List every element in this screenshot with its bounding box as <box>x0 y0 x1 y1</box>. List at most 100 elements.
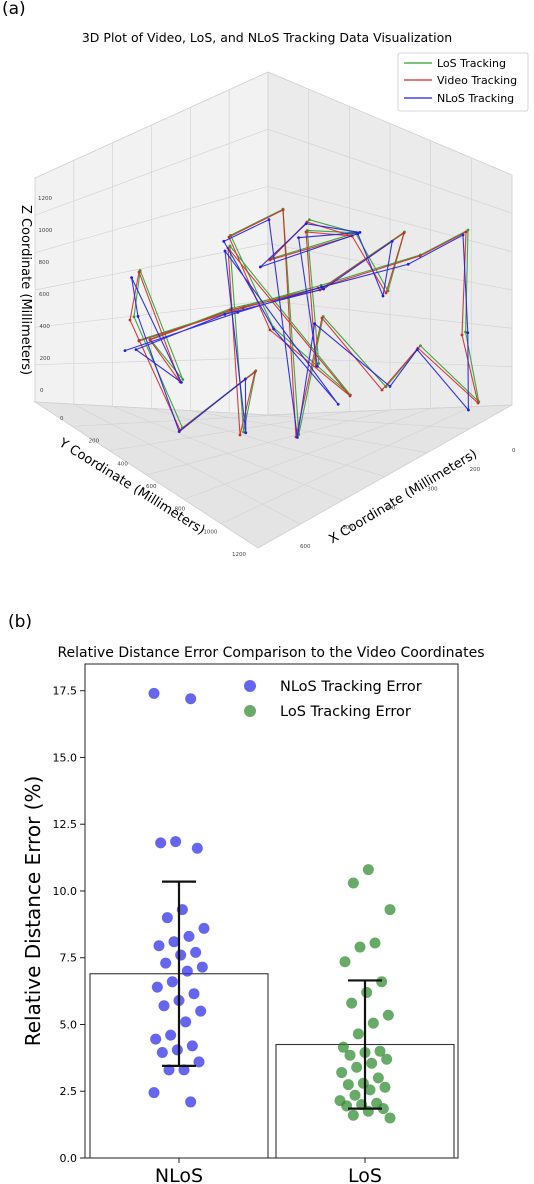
legend-video-label: Video Tracking <box>437 74 517 87</box>
y-tick-label: 10.0 <box>53 885 78 898</box>
video-tracking-point <box>128 318 132 322</box>
data-point-los <box>344 1049 356 1061</box>
data-point-los <box>346 997 358 1009</box>
y-tick-label: 400 <box>117 461 128 467</box>
y-tick-label: 2.5 <box>60 1085 78 1098</box>
legend-a: LoS Tracking Video Tracking NLoS Trackin… <box>397 52 529 112</box>
video-tracking-point <box>137 270 141 274</box>
video-tracking-point <box>464 230 468 234</box>
video-tracking-point <box>241 306 245 310</box>
data-point-nlos <box>186 1040 198 1052</box>
data-point-los <box>339 956 351 968</box>
video-tracking-point <box>418 254 422 258</box>
x-axis-b: NLoS LoS <box>155 1158 382 1184</box>
data-point-nlos <box>156 1047 168 1059</box>
y-tick-label: 1000 <box>203 529 217 535</box>
x-tick-label: 200 <box>470 467 481 473</box>
nlos-tracking-point <box>467 408 470 412</box>
data-point-nlos <box>166 976 178 988</box>
nlos-tracking-point <box>297 236 300 240</box>
video-tracking-point <box>384 291 388 295</box>
nlos-tracking-point <box>461 233 465 237</box>
chart-b-title: Relative Distance Error Comparison to th… <box>57 645 484 661</box>
data-point-los <box>351 1061 363 1073</box>
nlos-tracking-point <box>390 239 394 243</box>
data-point-nlos <box>185 693 197 705</box>
legend-los-label: LoS Tracking <box>437 57 506 70</box>
nlos-tracking-point <box>336 402 340 406</box>
data-point-los <box>362 864 374 876</box>
los-tracking-point <box>308 218 311 222</box>
legend-nlos-label: NLoS Tracking <box>437 92 514 105</box>
data-point-los <box>367 1017 379 1029</box>
video-tracking-point <box>320 316 324 320</box>
data-point-nlos <box>175 949 187 961</box>
y-axis-b: 0.0 2.5 5.0 7.5 10.0 12.5 15.0 17.5 <box>53 685 85 1165</box>
data-point-nlos <box>150 1033 162 1045</box>
data-point-los <box>347 1109 359 1121</box>
z-axis-label: Z Coordinate (Millimeters) <box>18 205 33 375</box>
video-tracking-point <box>380 388 384 392</box>
grid-line-horizontal <box>34 128 513 216</box>
data-point-los <box>379 1081 391 1093</box>
nlos-tracking-point <box>415 348 419 352</box>
y-tick-label: 800 <box>175 507 186 513</box>
3d-axes-box <box>33 71 513 549</box>
nlos-tracking-point <box>134 348 138 351</box>
trajectory-lines <box>123 207 481 439</box>
x-tick-label: 300 <box>427 486 438 492</box>
nlos-tracking-point <box>236 310 240 314</box>
nlos-tracking-point <box>358 231 362 234</box>
data-point-los <box>382 1009 394 1021</box>
z-tick-label: 200 <box>40 356 51 362</box>
data-point-nlos <box>195 1005 207 1017</box>
video-tracking-point <box>268 328 272 332</box>
data-point-nlos <box>153 940 165 952</box>
x-tick-label: 600 <box>300 544 311 550</box>
data-point-nlos <box>160 957 172 969</box>
x-tick-label: 400 <box>385 506 396 512</box>
video-tracking-point <box>238 433 242 437</box>
chart-a-title: 3D Plot of Video, LoS, and NLoS Tracking… <box>82 30 452 45</box>
nlos-tracking-point <box>223 249 227 253</box>
data-point-los <box>372 1072 384 1084</box>
data-point-nlos <box>180 1016 192 1028</box>
panel-b-label: (b) <box>8 612 32 632</box>
video-tracking-point <box>148 338 152 342</box>
data-point-los <box>342 1079 354 1091</box>
data-point-los <box>366 1057 378 1069</box>
video-tracking-point <box>137 339 141 343</box>
y-tick-label: 17.5 <box>53 685 78 698</box>
nlos-tracking-point <box>388 385 392 388</box>
los-tracking-point <box>228 244 232 248</box>
y-tick-label: 0 <box>60 416 64 422</box>
data-point-los <box>337 1041 349 1053</box>
data-point-nlos <box>183 930 195 942</box>
data-point-nlos <box>151 981 163 993</box>
data-point-nlos <box>193 1056 205 1068</box>
video-tracking-point <box>227 235 231 239</box>
data-point-los <box>354 941 366 953</box>
legend-nlos-error-label: NLoS Tracking Error <box>280 679 422 695</box>
video-tracking-point <box>281 208 285 212</box>
data-point-los <box>369 937 381 949</box>
y-tick-label: 15.0 <box>53 751 78 764</box>
data-point-nlos <box>161 912 173 924</box>
data-point-nlos <box>168 936 180 948</box>
plot-b-frame <box>84 663 459 1159</box>
los-tracking-point <box>317 362 321 365</box>
data-point-nlos <box>148 687 160 699</box>
nlos-tracking-point <box>222 239 226 243</box>
data-point-los <box>349 1089 361 1101</box>
legend-nlos-error-swatch <box>244 680 256 692</box>
data-point-los <box>361 986 373 998</box>
data-point-los <box>336 1067 348 1079</box>
data-point-nlos <box>190 946 202 958</box>
data-point-nlos <box>198 922 210 934</box>
data-point-los <box>341 1100 353 1112</box>
data-point-nlos <box>165 1029 177 1041</box>
data-point-los <box>352 1028 364 1040</box>
y-tick-label: 200 <box>89 439 100 445</box>
nlos-tracking-point <box>244 377 247 381</box>
data-point-los <box>381 1053 393 1065</box>
